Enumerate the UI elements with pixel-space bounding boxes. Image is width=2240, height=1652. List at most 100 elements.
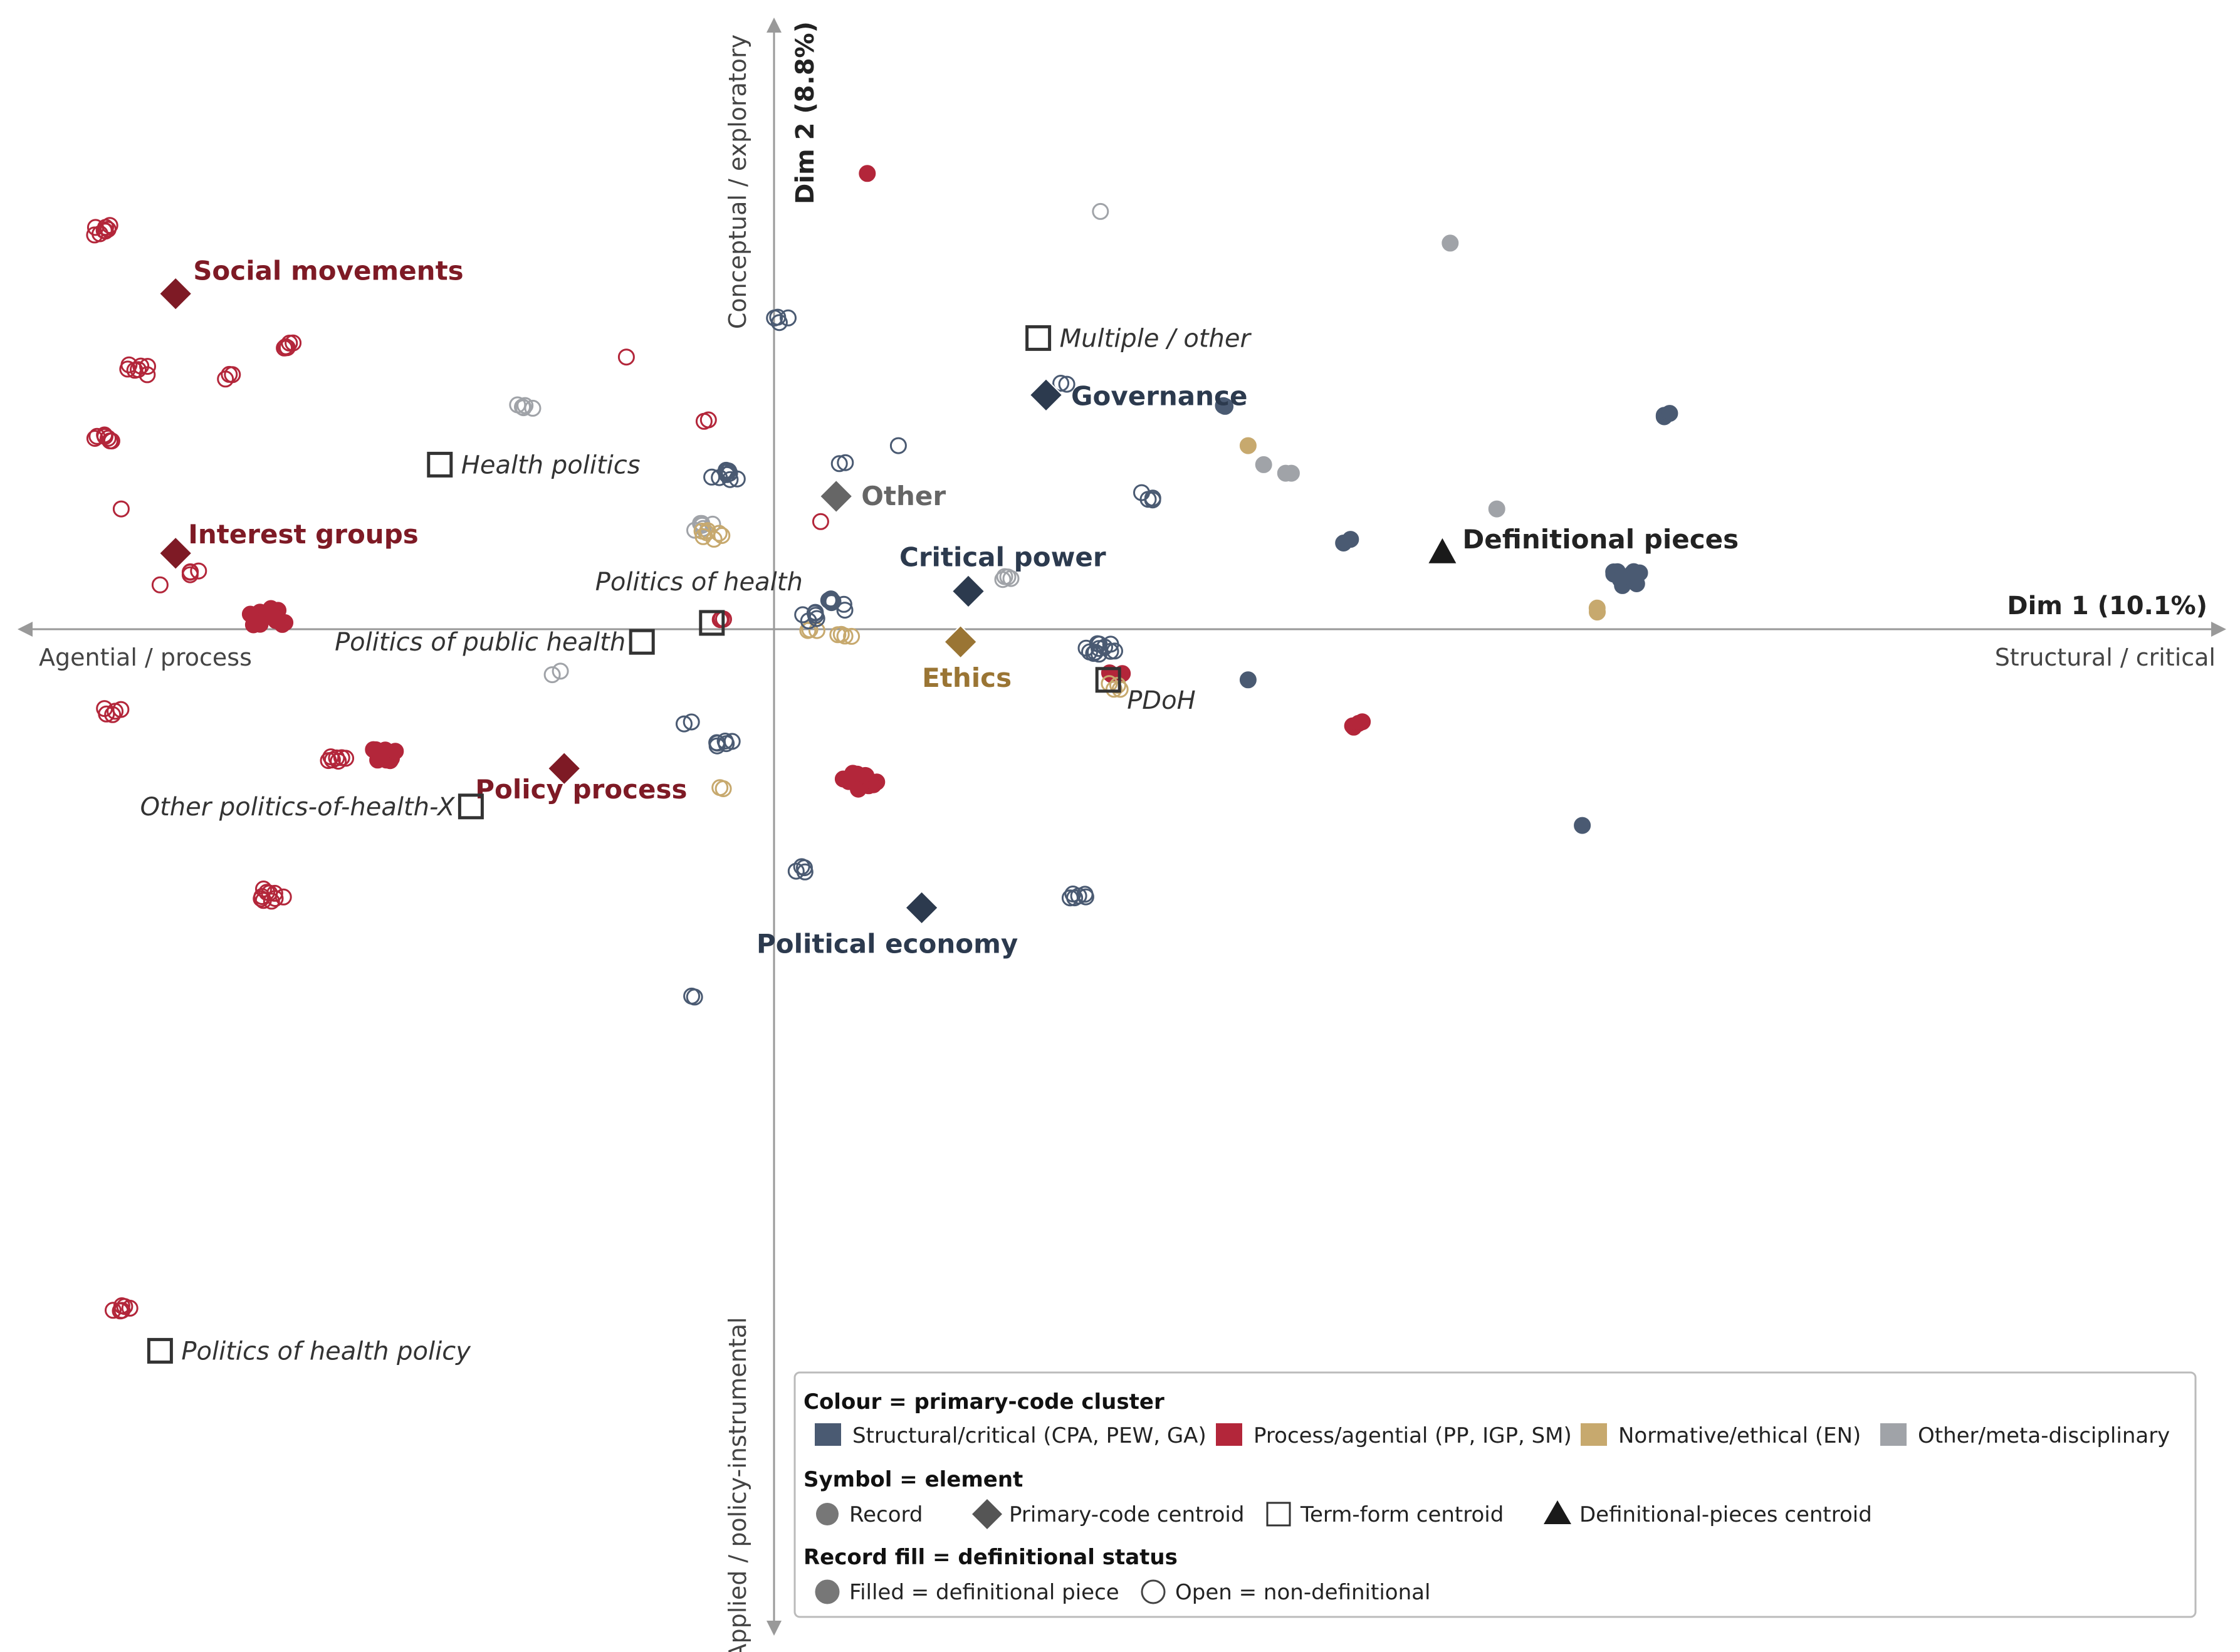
record-cluster xyxy=(766,308,797,332)
record-cluster xyxy=(683,987,703,1006)
record-point xyxy=(1002,570,1020,587)
record-point xyxy=(105,1302,122,1319)
record-point xyxy=(97,219,114,236)
record-point xyxy=(1077,639,1095,657)
term-form-centroid xyxy=(629,629,655,655)
primary-code-centroid xyxy=(904,890,939,925)
record-cluster xyxy=(253,881,292,910)
record-cluster xyxy=(703,461,746,488)
primary-code-label: Governance xyxy=(1071,380,1247,411)
record-cluster xyxy=(1442,234,1459,252)
record-point xyxy=(266,884,283,902)
record-cluster xyxy=(1077,635,1123,663)
record-cluster xyxy=(241,600,294,634)
record-point xyxy=(516,397,534,414)
record-cluster xyxy=(1061,886,1094,907)
record-cluster xyxy=(676,713,700,733)
record-cluster xyxy=(617,348,635,366)
term-form-label: Other politics-of-health-X xyxy=(140,793,456,822)
legend-diamond-symbol xyxy=(972,1499,1002,1529)
record-point xyxy=(1442,234,1459,252)
record-cluster xyxy=(708,733,741,755)
record-cluster xyxy=(994,568,1020,588)
record-point xyxy=(708,737,726,755)
legend-fill-label: Open = non-definitional xyxy=(1175,1580,1430,1605)
record-cluster xyxy=(1588,599,1606,621)
primary-code-centroid xyxy=(158,276,193,311)
record-cluster xyxy=(1092,202,1109,220)
x-axis-arrow-right xyxy=(2211,622,2226,637)
record-point xyxy=(1239,671,1257,689)
record-point xyxy=(1102,642,1119,660)
record-cluster xyxy=(787,858,814,881)
record-cluster xyxy=(112,500,130,518)
axes: Agential / process Structural / critical… xyxy=(18,18,2226,1652)
primary-code-centroid xyxy=(547,751,582,786)
legend-colour-label: Process/agential (PP, IGP, SM) xyxy=(1253,1423,1572,1448)
record-cluster xyxy=(320,748,355,770)
legend-symbol-label: Record xyxy=(849,1502,923,1527)
record-cluster xyxy=(829,625,861,645)
primary-code-label: Policy process xyxy=(475,774,687,805)
x-positive-pole-label: Structural / critical xyxy=(1995,644,2216,671)
records-layer xyxy=(86,165,1678,1320)
record-point xyxy=(1239,437,1257,454)
y-axis-arrow-top xyxy=(767,18,782,33)
record-point xyxy=(1058,375,1076,393)
record-cluster xyxy=(711,779,732,797)
record-point xyxy=(836,627,854,645)
record-cluster xyxy=(1255,456,1272,473)
y-axis-label: Dim 2 (8.8%) xyxy=(791,21,820,204)
record-point xyxy=(1342,531,1359,548)
record-point xyxy=(253,888,271,905)
record-point xyxy=(683,713,700,731)
record-cluster xyxy=(859,165,876,182)
record-point xyxy=(1070,887,1087,905)
record-point xyxy=(96,700,113,718)
term-form-centroid xyxy=(1025,325,1052,351)
primary-code-centroid xyxy=(158,536,193,571)
y-positive-pole-label: Conceptual / exploratory xyxy=(724,34,751,329)
record-cluster xyxy=(889,437,907,454)
record-cluster xyxy=(834,765,886,798)
legend-symbol-label: Primary-code centroid xyxy=(1009,1502,1244,1527)
record-point xyxy=(1109,677,1126,694)
record-point xyxy=(333,749,350,766)
record-cluster xyxy=(1488,500,1505,518)
legend-fill-symbol xyxy=(815,1579,840,1604)
primary-code-label: Social movements xyxy=(193,256,463,286)
term-form-label: Health politics xyxy=(461,451,641,479)
record-point xyxy=(112,500,130,518)
legend-colour-label: Normative/ethical (EN) xyxy=(1618,1423,1861,1448)
record-cluster xyxy=(820,590,854,619)
record-point xyxy=(1217,397,1234,415)
record-cluster xyxy=(96,700,130,723)
record-point xyxy=(217,370,234,388)
record-point xyxy=(795,859,813,877)
record-cluster xyxy=(1277,464,1300,482)
record-cluster xyxy=(365,741,404,770)
record-point xyxy=(718,461,735,479)
primary-code-label: Ethics xyxy=(922,662,1012,693)
primary-code-label: Political economy xyxy=(756,928,1018,959)
x-negative-pole-label: Agential / process xyxy=(39,644,252,671)
legend-colour-swatch xyxy=(1216,1423,1242,1446)
term-form-centroid xyxy=(147,1337,173,1364)
record-point xyxy=(703,468,721,486)
record-point xyxy=(330,753,347,770)
legend-fill-symbol xyxy=(1141,1579,1166,1604)
record-point xyxy=(96,426,113,444)
record-cluster xyxy=(1335,531,1359,552)
term-form-centroid xyxy=(1095,667,1121,693)
record-point xyxy=(221,365,238,383)
record-cluster xyxy=(1574,817,1591,834)
record-point xyxy=(112,1302,129,1320)
term-form-label: Multiple / other xyxy=(1060,324,1252,353)
record-point xyxy=(718,735,735,753)
record-cluster xyxy=(693,522,731,548)
record-cluster xyxy=(830,454,854,473)
record-point xyxy=(102,432,118,449)
record-cluster xyxy=(119,356,156,384)
record-cluster xyxy=(695,411,717,430)
record-point xyxy=(1661,405,1678,422)
